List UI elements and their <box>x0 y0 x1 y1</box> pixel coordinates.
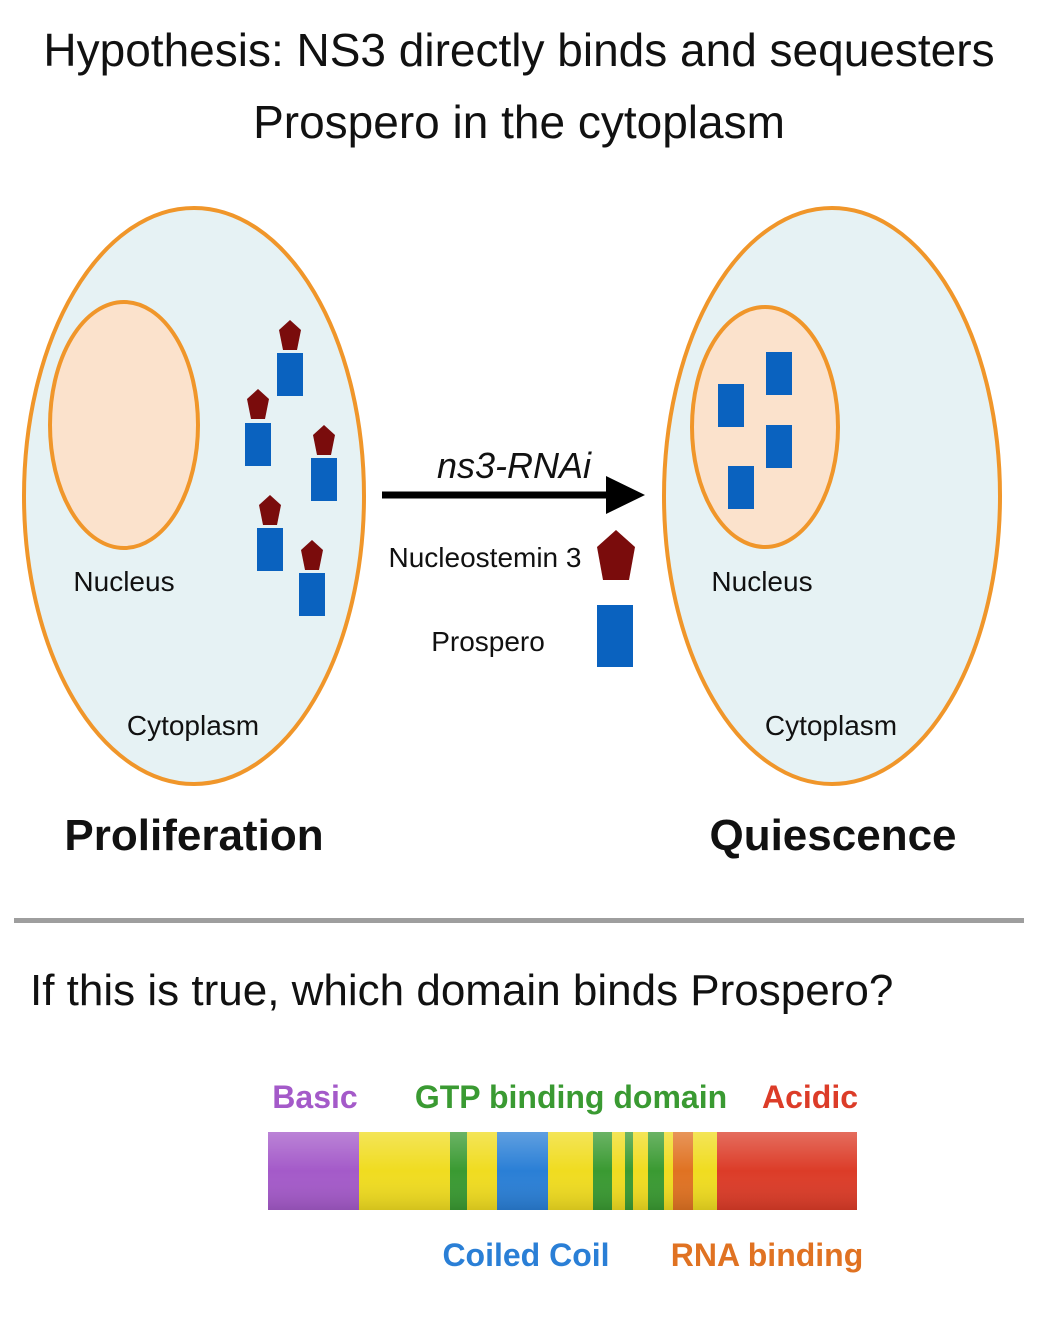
legend-ns3-pentagon <box>597 530 635 580</box>
legend-prospero-square <box>597 605 633 667</box>
quiescence-cell: Nucleus Cytoplasm <box>662 206 1002 786</box>
ns3-prospero-complex <box>257 495 283 571</box>
left-cytoplasm-label: Cytoplasm <box>127 710 259 741</box>
basic-domain-label: Basic <box>272 1079 357 1115</box>
title-line-2: Prospero in the cytoplasm <box>253 96 785 148</box>
legend-prospero-label: Prospero <box>431 626 545 657</box>
right-cytoplasm-label: Cytoplasm <box>765 710 897 741</box>
right-nucleus-label: Nucleus <box>711 566 812 597</box>
proliferation-cell: Nucleus Cytoplasm <box>22 206 366 786</box>
nuclear-prospero <box>728 466 754 509</box>
title-line-1: Hypothesis: NS3 directly binds and seque… <box>43 24 994 76</box>
bar-shading <box>268 1132 857 1210</box>
nuclear-prospero <box>766 425 792 468</box>
legend: Nucleostemin 3 Prospero <box>389 530 635 667</box>
question-text: If this is true, which domain binds Pros… <box>30 966 893 1015</box>
quiescence-label: Quiescence <box>709 811 956 860</box>
ns3-rnai-arrow <box>382 476 645 514</box>
arrow-label: ns3-RNAi <box>437 445 592 486</box>
rna-binding-label: RNA binding <box>671 1237 864 1273</box>
left-nucleus <box>48 300 200 550</box>
gtp-domain-label: GTP binding domain <box>415 1079 727 1115</box>
coiled-coil-label: Coiled Coil <box>442 1237 609 1273</box>
acidic-domain-label: Acidic <box>762 1079 858 1115</box>
right-nucleus <box>690 305 840 549</box>
ns3-prospero-complex <box>311 425 337 501</box>
ns3-prospero-complex <box>245 389 271 466</box>
proliferation-label: Proliferation <box>64 811 323 860</box>
left-nucleus-label: Nucleus <box>73 566 174 597</box>
ns3-prospero-complex <box>277 320 303 396</box>
section-divider <box>14 918 1024 923</box>
nuclear-prospero <box>718 384 744 427</box>
ns3-prospero-complex <box>299 540 325 616</box>
legend-ns3-label: Nucleostemin 3 <box>389 542 582 573</box>
nuclear-prospero <box>766 352 792 395</box>
ns3-domain-map <box>268 1132 857 1210</box>
arrow-head <box>606 476 645 514</box>
